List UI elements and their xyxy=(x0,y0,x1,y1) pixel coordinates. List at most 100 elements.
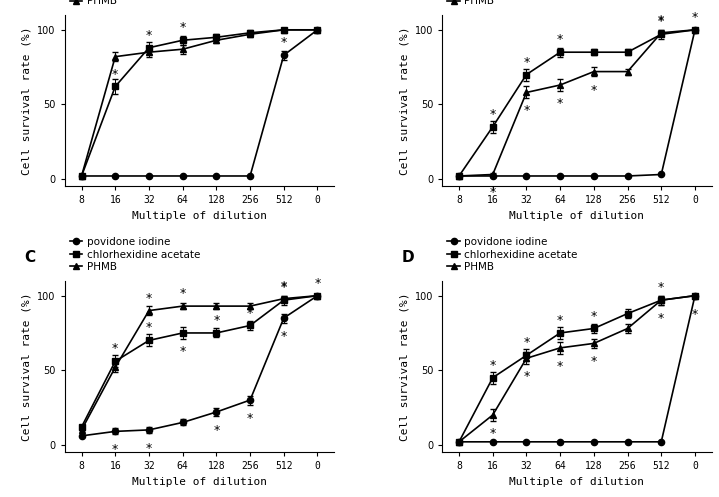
Text: *: * xyxy=(591,355,597,368)
povidone iodine xyxy=(556,439,564,445)
Line: povidone iodine: povidone iodine xyxy=(456,293,698,445)
Text: *: * xyxy=(280,36,287,49)
povidone iodine xyxy=(111,428,119,434)
Text: *: * xyxy=(314,277,321,290)
Text: *: * xyxy=(112,342,119,355)
povidone iodine xyxy=(178,419,187,425)
chlorhexidine acetate xyxy=(556,49,564,55)
povidone iodine xyxy=(623,439,632,445)
PHMB xyxy=(212,303,221,309)
PHMB xyxy=(488,171,497,177)
chlorhexidine acetate xyxy=(590,326,598,331)
povidone iodine xyxy=(691,27,700,33)
Line: PHMB: PHMB xyxy=(78,293,321,433)
Text: *: * xyxy=(523,370,530,383)
PHMB xyxy=(590,340,598,346)
Text: *: * xyxy=(557,314,563,327)
PHMB xyxy=(556,345,564,351)
povidone iodine xyxy=(691,293,700,299)
povidone iodine xyxy=(77,433,86,439)
Line: povidone iodine: povidone iodine xyxy=(78,293,321,439)
Text: *: * xyxy=(658,281,664,294)
Text: *: * xyxy=(523,104,530,117)
Text: *: * xyxy=(280,281,287,294)
X-axis label: Multiple of dilution: Multiple of dilution xyxy=(510,477,644,487)
chlorhexidine acetate xyxy=(691,293,700,299)
Text: *: * xyxy=(180,21,186,34)
Text: *: * xyxy=(523,336,530,349)
chlorhexidine acetate xyxy=(691,27,700,33)
Text: *: * xyxy=(180,345,186,358)
Text: *: * xyxy=(146,292,152,305)
povidone iodine xyxy=(212,409,221,415)
PHMB xyxy=(313,27,322,33)
povidone iodine xyxy=(246,397,255,403)
Line: PHMB: PHMB xyxy=(456,293,698,445)
Text: *: * xyxy=(490,427,496,440)
Legend: povidone iodine, chlorhexidine acetate, PHMB: povidone iodine, chlorhexidine acetate, … xyxy=(447,237,577,272)
X-axis label: Multiple of dilution: Multiple of dilution xyxy=(510,211,644,221)
chlorhexidine acetate xyxy=(280,297,288,303)
PHMB xyxy=(691,293,700,299)
Text: *: * xyxy=(214,424,219,437)
PHMB xyxy=(77,427,86,433)
Line: PHMB: PHMB xyxy=(456,27,698,179)
chlorhexidine acetate xyxy=(657,297,666,303)
chlorhexidine acetate xyxy=(556,330,564,336)
chlorhexidine acetate xyxy=(488,124,497,130)
Text: *: * xyxy=(692,11,698,24)
PHMB xyxy=(212,37,221,43)
Legend: povidone iodine, chlorhexidine acetate, PHMB: povidone iodine, chlorhexidine acetate, … xyxy=(447,0,577,6)
chlorhexidine acetate xyxy=(77,173,86,179)
Text: *: * xyxy=(658,312,664,325)
povidone iodine xyxy=(313,27,322,33)
PHMB xyxy=(77,173,86,179)
Text: D: D xyxy=(402,250,414,265)
povidone iodine xyxy=(590,439,598,445)
PHMB xyxy=(178,46,187,52)
povidone iodine xyxy=(657,439,666,445)
povidone iodine xyxy=(556,173,564,179)
povidone iodine xyxy=(313,293,322,299)
Line: chlorhexidine acetate: chlorhexidine acetate xyxy=(456,293,698,445)
PHMB xyxy=(657,297,666,303)
Text: *: * xyxy=(280,330,287,343)
PHMB xyxy=(522,89,531,95)
povidone iodine xyxy=(145,173,153,179)
povidone iodine xyxy=(246,173,255,179)
Y-axis label: Cell survival rate (%): Cell survival rate (%) xyxy=(22,26,32,175)
Text: *: * xyxy=(692,308,698,321)
Y-axis label: Cell survival rate (%): Cell survival rate (%) xyxy=(399,292,409,441)
PHMB xyxy=(280,296,288,302)
Y-axis label: Cell survival rate (%): Cell survival rate (%) xyxy=(22,292,32,441)
Y-axis label: Cell survival rate (%): Cell survival rate (%) xyxy=(399,26,409,175)
Text: *: * xyxy=(146,322,152,334)
chlorhexidine acetate xyxy=(178,330,187,336)
povidone iodine xyxy=(178,173,187,179)
PHMB xyxy=(623,69,632,75)
povidone iodine xyxy=(590,173,598,179)
Text: *: * xyxy=(591,310,597,323)
Legend: povidone iodine, chlorhexidine acetate, PHMB: povidone iodine, chlorhexidine acetate, … xyxy=(70,237,200,272)
chlorhexidine acetate xyxy=(178,37,187,43)
PHMB xyxy=(313,293,322,299)
PHMB xyxy=(246,31,255,37)
Text: *: * xyxy=(247,412,253,425)
chlorhexidine acetate xyxy=(522,352,531,358)
PHMB xyxy=(623,326,632,331)
Text: *: * xyxy=(658,14,664,27)
povidone iodine xyxy=(454,173,463,179)
chlorhexidine acetate xyxy=(623,311,632,317)
PHMB xyxy=(488,412,497,418)
Text: *: * xyxy=(490,359,496,372)
povidone iodine xyxy=(623,173,632,179)
Text: *: * xyxy=(658,15,664,28)
PHMB xyxy=(556,82,564,88)
PHMB xyxy=(522,355,531,361)
PHMB xyxy=(145,49,153,55)
povidone iodine xyxy=(522,439,531,445)
PHMB xyxy=(590,69,598,75)
PHMB xyxy=(454,439,463,445)
PHMB xyxy=(111,364,119,370)
PHMB xyxy=(145,308,153,314)
